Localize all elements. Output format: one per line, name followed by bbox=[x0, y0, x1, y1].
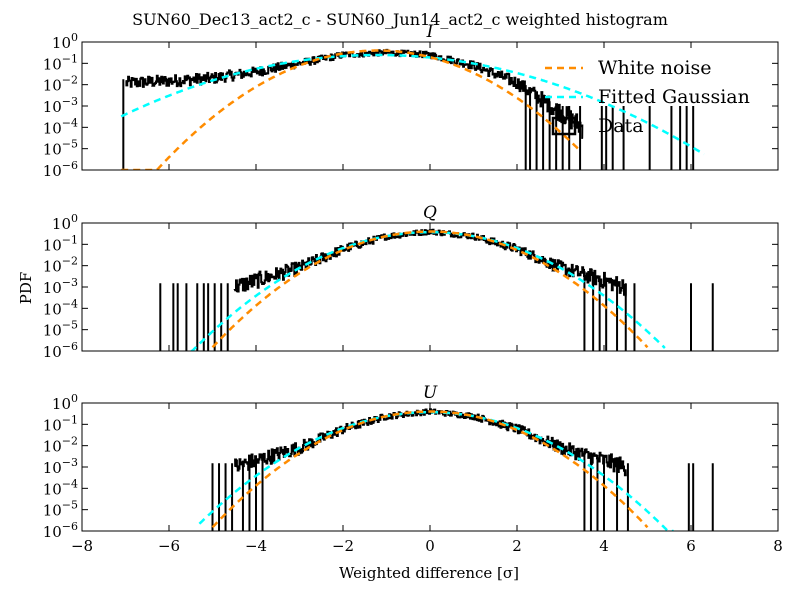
panel-title: U bbox=[423, 383, 438, 403]
white-noise-curve bbox=[211, 410, 649, 529]
x-axis-label: Weighted difference [σ] bbox=[339, 564, 519, 582]
legend-label: White noise bbox=[598, 57, 712, 79]
y-axis-label: PDF bbox=[17, 272, 35, 305]
legend-label: Data bbox=[598, 115, 644, 137]
y-tick-label: 10−2 bbox=[43, 255, 78, 276]
y-tick-label: 10−4 bbox=[43, 477, 78, 498]
white-noise-curve bbox=[121, 49, 579, 170]
x-tick-label: 8 bbox=[773, 537, 783, 555]
plot-area bbox=[198, 408, 714, 531]
x-tick-label: −8 bbox=[71, 537, 93, 555]
y-tick-label: 10−5 bbox=[43, 138, 78, 159]
y-tick-label: 10−6 bbox=[43, 520, 78, 541]
y-tick-label: 10−2 bbox=[43, 74, 78, 95]
axes-frame bbox=[81, 402, 779, 532]
x-tick-label: 2 bbox=[512, 537, 522, 555]
y-tick-label: 10−6 bbox=[43, 340, 78, 361]
y-tick-label: 10−4 bbox=[43, 297, 78, 318]
x-tick-label: 6 bbox=[686, 537, 696, 555]
y-tick-label: 10−3 bbox=[43, 456, 78, 477]
y-tick-label: 10−1 bbox=[43, 52, 78, 73]
y-tick-label: 10−2 bbox=[43, 435, 78, 456]
fitted-gaussian-curve bbox=[190, 230, 666, 351]
fitted-gaussian-curve bbox=[120, 53, 705, 156]
legend-label: Fitted Gaussian bbox=[598, 86, 750, 108]
plot-area bbox=[159, 228, 714, 351]
x-tick-label: −6 bbox=[158, 537, 180, 555]
y-tick-label: 100 bbox=[52, 212, 78, 233]
plot-area bbox=[120, 48, 705, 170]
data-series bbox=[233, 228, 627, 297]
y-tick-label: 100 bbox=[52, 392, 78, 413]
panels: 10010−110−210−310−410−510−6I10010−110−21… bbox=[43, 22, 783, 555]
panel-u: −8 −6 −4 −2 0 2 4 6 8 10010−110−210−310−410−510−6… bbox=[43, 383, 783, 555]
y-tick-label: 10−6 bbox=[43, 159, 78, 180]
legend: White noise Fitted Gaussian Data bbox=[545, 57, 750, 137]
fitted-gaussian-curve bbox=[198, 410, 674, 531]
y-tick-label: 10−4 bbox=[43, 116, 78, 137]
y-tick-label: 10−3 bbox=[43, 276, 78, 297]
y-tick-label: 10−1 bbox=[43, 233, 78, 254]
y-tick-label: 100 bbox=[52, 31, 78, 52]
y-tick-label: 10−5 bbox=[43, 319, 78, 340]
x-tick-label: −2 bbox=[332, 537, 354, 555]
y-tick-label: 10−1 bbox=[43, 413, 78, 434]
y-tick-label: 10−3 bbox=[43, 95, 78, 116]
x-tick-label: −4 bbox=[245, 537, 267, 555]
panel-title: Q bbox=[423, 203, 437, 223]
panel-title: I bbox=[426, 22, 434, 42]
figure-title: SUN60_Dec13_act2_c - SUN60_Jun14_act2_c … bbox=[132, 10, 668, 29]
data-series bbox=[125, 48, 584, 139]
x-tick-label: 0 bbox=[425, 537, 435, 555]
data-series bbox=[234, 408, 627, 477]
white-noise-curve bbox=[211, 230, 649, 349]
x-tick-label: 4 bbox=[599, 537, 609, 555]
legend-data-swatch bbox=[551, 116, 577, 136]
y-tick-label: 10−5 bbox=[43, 499, 78, 520]
